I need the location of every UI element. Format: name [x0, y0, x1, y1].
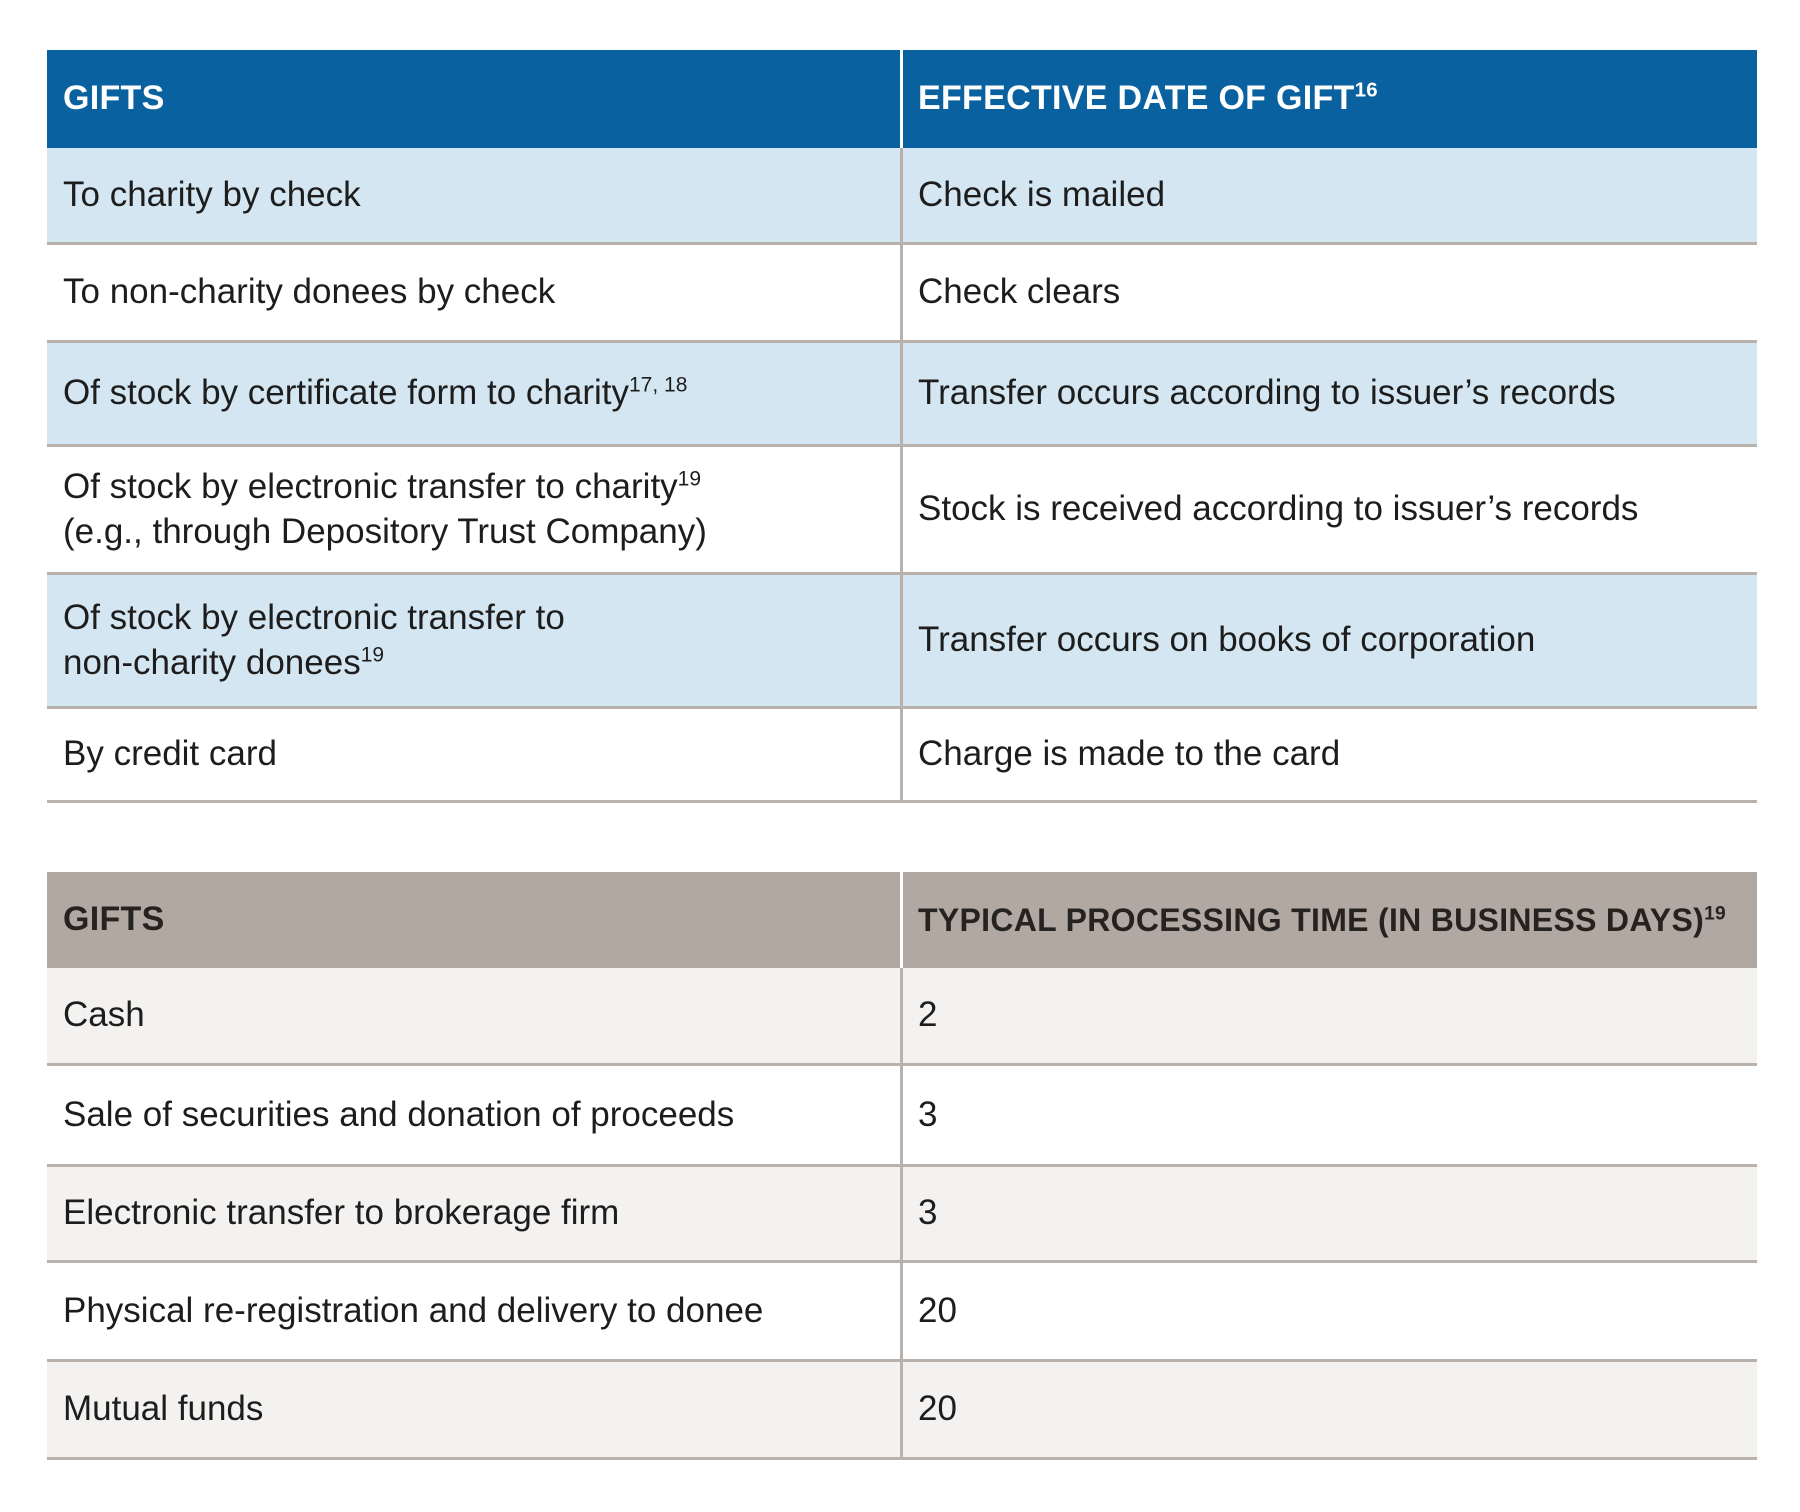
date-cell: Charge is made to the card — [900, 709, 1757, 800]
gift-cell: Of stock by electronic transfer to chari… — [63, 466, 707, 551]
gift-cell: To charity by check — [63, 174, 361, 214]
table-row: Mutual funds 20 — [47, 1362, 1757, 1460]
table-row: Of stock by electronic transfer to chari… — [47, 447, 1757, 575]
table-row: Of stock by electronic transfer to non-c… — [47, 575, 1757, 709]
date-cell: Stock is received according to issuer’s … — [900, 447, 1757, 572]
gift-cell: Cash — [63, 995, 145, 1035]
header-cell-gifts: GIFTS — [47, 50, 900, 148]
footnote-ref-19: 19 — [677, 467, 702, 491]
header-cell-effective-date: EFFECTIVE DATE OF GIFT16 — [900, 50, 1757, 148]
header-cell-gifts: GIFTS — [47, 872, 900, 968]
header-gifts-label: GIFTS — [63, 900, 165, 939]
effective-date-table: GIFTS EFFECTIVE DATE OF GIFT16 To charit… — [47, 50, 1757, 803]
effective-date-header-row: GIFTS EFFECTIVE DATE OF GIFT16 — [47, 50, 1757, 148]
header-processing-time-label: TYPICAL PROCESSING TIME (IN BUSINESS DAY… — [918, 901, 1727, 938]
date-cell: Check is mailed — [900, 148, 1757, 242]
footnote-ref-19: 19 — [360, 642, 385, 666]
processing-time-table: GIFTS TYPICAL PROCESSING TIME (IN BUSINE… — [47, 872, 1757, 1460]
table-row: To non-charity donees by check Check cle… — [47, 245, 1757, 343]
footnote-ref-19: 19 — [1704, 902, 1727, 924]
table-row: Cash 2 — [47, 968, 1757, 1066]
header-effective-date-label: EFFECTIVE DATE OF GIFT16 — [918, 79, 1378, 118]
days-cell: 3 — [900, 1066, 1757, 1164]
table-row: Of stock by certificate form to charity1… — [47, 343, 1757, 447]
days-cell: 3 — [900, 1167, 1757, 1260]
table-row: To charity by check Check is mailed — [47, 148, 1757, 245]
gift-cell: Mutual funds — [63, 1389, 264, 1429]
date-cell: Transfer occurs on books of corporation — [900, 575, 1757, 706]
gift-cell: Electronic transfer to brokerage firm — [63, 1193, 620, 1233]
table-row: Sale of securities and donation of proce… — [47, 1066, 1757, 1167]
processing-time-header-row: GIFTS TYPICAL PROCESSING TIME (IN BUSINE… — [47, 872, 1757, 968]
footnote-ref-17-18: 17, 18 — [629, 373, 688, 397]
gift-cell: By credit card — [63, 734, 277, 774]
gift-cell: Of stock by certificate form to charity1… — [63, 373, 688, 413]
gift-cell: Sale of securities and donation of proce… — [63, 1094, 735, 1134]
date-cell: Check clears — [900, 245, 1757, 340]
gift-cell: To non-charity donees by check — [63, 272, 556, 312]
days-cell: 20 — [900, 1263, 1757, 1359]
table-row: By credit card Charge is made to the car… — [47, 709, 1757, 803]
days-cell: 2 — [900, 968, 1757, 1063]
date-cell: Transfer occurs according to issuer’s re… — [900, 343, 1757, 444]
days-cell: 20 — [900, 1362, 1757, 1457]
header-gifts-label: GIFTS — [63, 79, 165, 118]
footnote-ref-16: 16 — [1354, 79, 1378, 102]
gift-cell: Of stock by electronic transfer to non-c… — [63, 597, 565, 682]
table-row: Physical re-registration and delivery to… — [47, 1263, 1757, 1362]
header-cell-processing-time: TYPICAL PROCESSING TIME (IN BUSINESS DAY… — [900, 872, 1757, 968]
table-row: Electronic transfer to brokerage firm 3 — [47, 1167, 1757, 1263]
gift-cell: Physical re-registration and delivery to… — [63, 1290, 764, 1330]
